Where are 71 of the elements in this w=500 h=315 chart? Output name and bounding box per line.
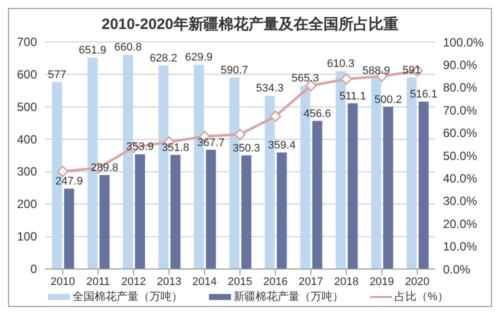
point (270, 110, 282, 122)
bar (418, 102, 429, 269)
legend-label: 占比（%） (394, 290, 448, 304)
x-tick-label: 2011 (86, 276, 110, 288)
y2-tick-label: 0.0% (443, 262, 471, 276)
data-label: 660.8 (114, 42, 142, 54)
bar (100, 175, 110, 269)
bar (383, 106, 394, 269)
x-tick-label: 2019 (370, 276, 394, 288)
data-label: 359.4 (268, 139, 296, 152)
data-label: 351.8 (162, 142, 190, 154)
point (56, 166, 68, 178)
bar (348, 103, 358, 269)
y-tick-label: 100 (16, 230, 38, 244)
y2-tick-label: 20.0% (443, 216, 478, 231)
data-label: 628.2 (150, 52, 178, 64)
chart-title: 2010-2020年新疆棉花产量及在全国所占比重 (100, 15, 400, 34)
data-label: 590.7 (220, 64, 248, 76)
x-tick-label: 2010 (50, 276, 75, 288)
data-label: 247.9 (55, 176, 83, 188)
data-label: 534.3 (256, 82, 284, 95)
y2-tick-label: 30.0% (443, 194, 478, 208)
data-label: 588.9 (362, 65, 390, 78)
y2-tick-label: 80.0% (443, 80, 478, 95)
x-tick-label: 2014 (192, 276, 217, 288)
bar (241, 155, 252, 269)
data-label: 456.6 (304, 108, 332, 120)
bar (312, 120, 322, 269)
data-label: 289.8 (90, 162, 118, 174)
data-label: 500.2 (374, 94, 402, 106)
data-label: 367.7 (197, 136, 225, 149)
legend-label: 新疆棉花产量（万吨） (232, 290, 344, 304)
point (340, 73, 352, 85)
bar (276, 152, 287, 269)
x-tick-label: 2012 (121, 276, 146, 288)
y2-tick-label: 70.0% (443, 103, 478, 118)
x-tick-label: 2013 (156, 276, 182, 288)
data-label: 353.9 (126, 141, 154, 154)
y2-tick-label: 40.0% (443, 171, 478, 186)
bar (135, 154, 145, 269)
x-tick-label: 2018 (334, 276, 359, 288)
y2-tick-label: 60.0% (443, 126, 478, 140)
y-tick-label: 0 (30, 262, 38, 276)
bar (64, 188, 74, 269)
x-tick-label: 2015 (228, 276, 252, 288)
y-tick-label: 600 (16, 67, 38, 82)
data-label: 577 (48, 68, 66, 81)
data-label: 610.3 (326, 58, 354, 70)
point (234, 128, 246, 140)
y-tick-label: 200 (16, 197, 38, 212)
y2-tick-label: 50.0% (443, 148, 478, 163)
data-label: 350.3 (232, 142, 260, 154)
data-label: 591 (402, 64, 421, 76)
y-tick-label: 500 (16, 100, 38, 114)
y2-tick-label: 90.0% (443, 58, 478, 72)
y-tick-label: 700 (16, 35, 38, 49)
data-label: 516.1 (410, 88, 438, 101)
data-label: 511.1 (339, 90, 366, 102)
y-tick-label: 300 (16, 164, 38, 179)
x-tick-label: 2017 (298, 276, 324, 288)
y2-tick-label: 10.0% (443, 240, 478, 254)
y-tick-label: 400 (16, 132, 38, 146)
x-tick-label: 2016 (263, 276, 288, 288)
bar (206, 150, 216, 269)
x-tick-label: 2020 (405, 276, 430, 288)
data-label: 565.3 (292, 72, 320, 85)
data-label: 629.9 (185, 52, 213, 64)
y2-tick-label: 100.0% (443, 35, 484, 50)
data-label: 651.9 (78, 44, 106, 57)
legend-label: 全国棉花产量（万吨） (72, 290, 183, 304)
bar (170, 154, 180, 269)
